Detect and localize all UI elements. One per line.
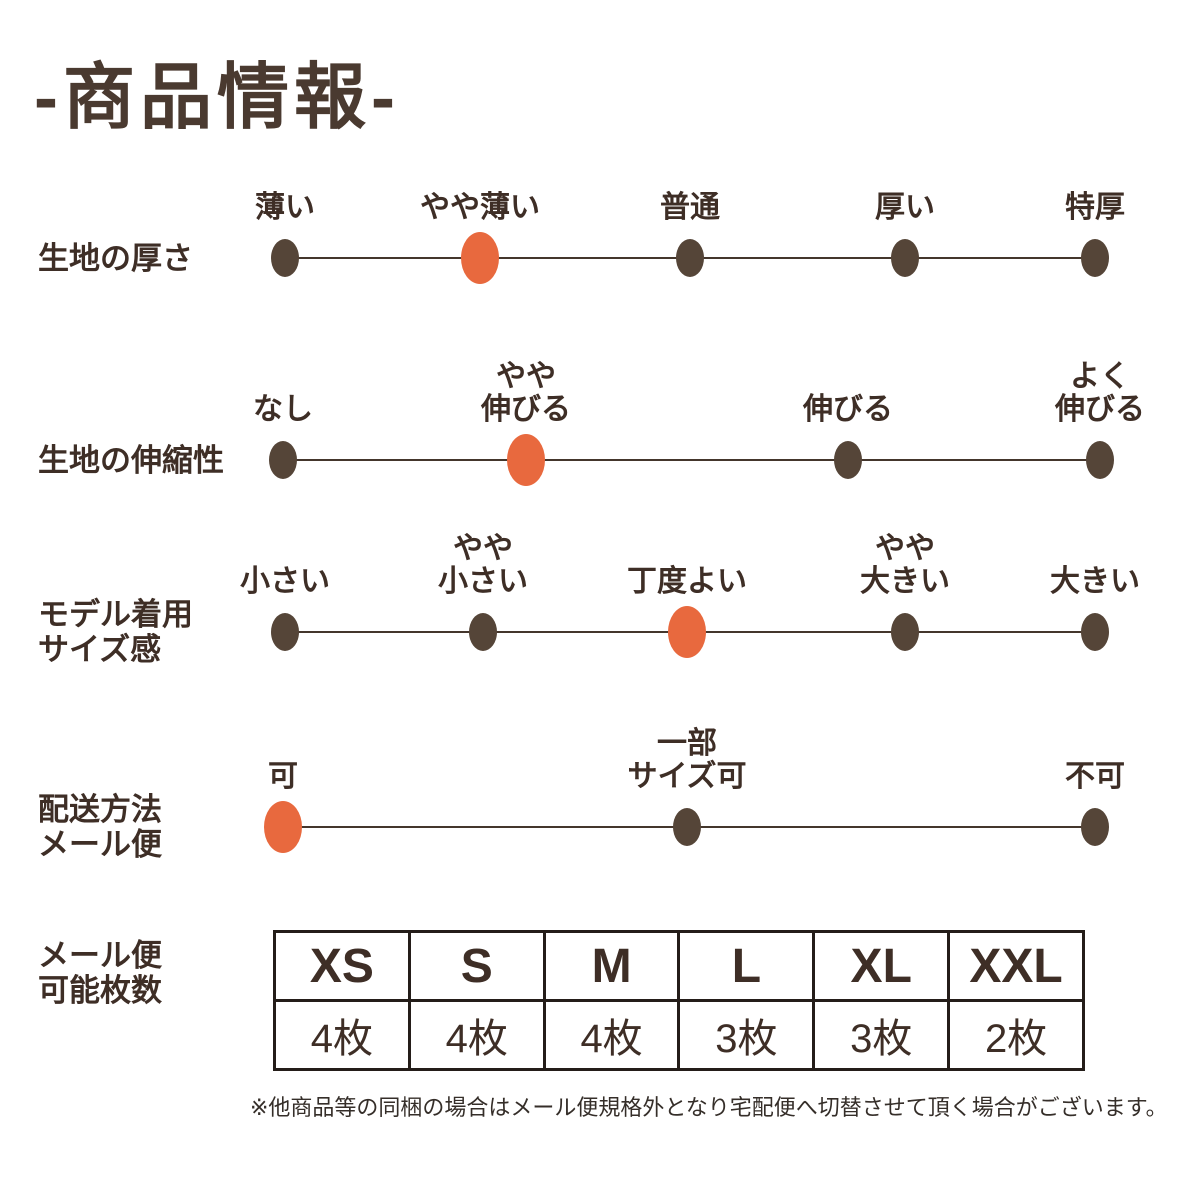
dot-fabric-stretch-2 <box>834 441 862 479</box>
dot-model-size-feel-3 <box>891 613 919 651</box>
table-row-counts: 4枚 4枚 4枚 3枚 3枚 2枚 <box>273 999 1085 1071</box>
scale-label-fabric-thickness: 生地の厚さ <box>38 240 193 276</box>
size-count-XXL: 2枚 <box>947 999 1085 1071</box>
size-header-XS: XS <box>273 930 411 1002</box>
footnote: ※他商品等の同梱の場合はメール便規格外となり宅配便へ切替させて頂く場合がございま… <box>250 1095 1168 1120</box>
option-label-model-size-feel-4: 大きい <box>1050 565 1140 598</box>
option-label-fabric-thickness-4: 特厚 <box>1065 191 1125 224</box>
scale-label-shipping-mail-service: 配送方法 メール便 <box>38 792 162 862</box>
dot-fabric-thickness-0 <box>271 239 299 277</box>
option-label-fabric-stretch-0: なし <box>253 393 313 426</box>
scale-label-fabric-stretch: 生地の伸縮性 <box>38 442 224 478</box>
option-label-fabric-stretch-1: やや 伸びる <box>481 360 571 426</box>
option-label-shipping-mail-service-2: 不可 <box>1065 760 1125 793</box>
size-count-XS: 4枚 <box>273 999 411 1071</box>
scale-row-fabric-stretch: 生地の伸縮性 なし やや 伸びる伸びる よく 伸びる <box>0 345 1200 505</box>
option-label-fabric-thickness-1: やや薄い <box>420 191 540 224</box>
mail-quantity-table-label: メール便 可能枚数 <box>38 938 162 1008</box>
dot-model-size-feel-1 <box>469 613 497 651</box>
dot-fabric-stretch-0 <box>269 441 297 479</box>
mail-quantity-table: XS S M L XL XXL 4枚 4枚 4枚 3枚 3枚 2枚 <box>273 930 1085 1071</box>
dot-fabric-thickness-4 <box>1081 239 1109 277</box>
size-count-M: 4枚 <box>542 999 681 1071</box>
option-label-fabric-stretch-2: 伸びる <box>803 393 893 426</box>
page-title: -商品情報- <box>34 58 400 138</box>
scale-row-model-size-feel: モデル着用 サイズ感 小さい やや 小さい丁度よい やや 大きい大きい <box>0 517 1200 677</box>
selected-dot-fabric-thickness-1 <box>461 232 499 284</box>
selected-dot-fabric-stretch-1 <box>507 434 545 486</box>
option-label-fabric-thickness-2: 普通 <box>660 191 720 224</box>
size-header-S: S <box>407 930 546 1002</box>
scale-row-shipping-mail-service: 配送方法 メール便 可 一部 サイズ可不可 <box>0 712 1200 872</box>
option-label-model-size-feel-3: やや 大きい <box>860 532 950 598</box>
selected-dot-model-size-feel-2 <box>668 606 706 658</box>
selected-dot-shipping-mail-service-0 <box>264 801 302 853</box>
dot-shipping-mail-service-1 <box>673 808 701 846</box>
dot-model-size-feel-4 <box>1081 613 1109 651</box>
size-count-XL: 3枚 <box>812 999 951 1071</box>
table-row-sizes: XS S M L XL XXL <box>273 930 1085 1002</box>
dot-fabric-stretch-3 <box>1086 441 1114 479</box>
option-label-shipping-mail-service-1: 一部 サイズ可 <box>627 727 747 793</box>
option-label-model-size-feel-1: やや 小さい <box>438 532 528 598</box>
option-label-fabric-thickness-0: 薄い <box>255 191 315 224</box>
option-label-model-size-feel-0: 小さい <box>240 565 330 598</box>
size-count-S: 4枚 <box>407 999 546 1071</box>
size-header-XXL: XXL <box>947 930 1085 1002</box>
scale-row-fabric-thickness: 生地の厚さ 薄い やや薄い 普通 厚い 特厚 <box>0 143 1200 303</box>
option-label-fabric-stretch-3: よく 伸びる <box>1055 360 1145 426</box>
option-label-shipping-mail-service-0: 可 <box>268 760 298 793</box>
dot-shipping-mail-service-2 <box>1081 808 1109 846</box>
size-header-L: L <box>677 930 816 1002</box>
dot-model-size-feel-0 <box>271 613 299 651</box>
size-count-L: 3枚 <box>677 999 816 1071</box>
scale-line <box>283 459 1100 461</box>
size-header-M: M <box>542 930 681 1002</box>
option-label-model-size-feel-2: 丁度よい <box>627 565 747 598</box>
option-label-fabric-thickness-3: 厚い <box>875 191 935 224</box>
dot-fabric-thickness-2 <box>676 239 704 277</box>
dot-fabric-thickness-3 <box>891 239 919 277</box>
size-header-XL: XL <box>812 930 951 1002</box>
scale-label-model-size-feel: モデル着用 サイズ感 <box>38 597 193 667</box>
